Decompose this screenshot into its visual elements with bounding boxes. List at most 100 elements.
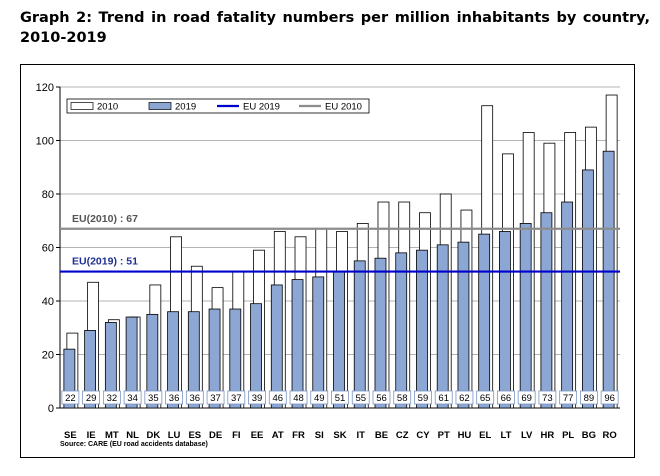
y-tick-label: 60 — [42, 243, 54, 255]
legend-label: 2010 — [97, 102, 118, 113]
value-label: 29 — [86, 393, 97, 404]
bar-2019 — [499, 231, 511, 409]
x-tick-label: SE — [64, 430, 77, 441]
x-tick-label: PL — [562, 430, 574, 441]
x-tick-label: HU — [458, 430, 472, 441]
value-label: 37 — [231, 393, 242, 404]
bars — [63, 94, 618, 409]
value-label: 34 — [127, 393, 138, 404]
value-label-box — [310, 390, 329, 405]
x-tick-label: HR — [541, 430, 555, 441]
x-tick-label: RO — [603, 430, 617, 441]
bar-2019 — [478, 233, 491, 409]
bar-2019 — [229, 308, 242, 409]
x-tick-label: EL — [479, 430, 491, 441]
value-label-box — [579, 390, 598, 405]
value-label: 39 — [252, 393, 263, 404]
value-label-box — [497, 390, 515, 405]
x-tick-label: AT — [272, 430, 284, 441]
value-label-box — [538, 390, 557, 405]
value-label: 36 — [190, 393, 201, 404]
value-label-box — [268, 390, 287, 405]
value-label-box — [351, 390, 370, 405]
value-label: 59 — [418, 393, 429, 404]
value-label: 46 — [272, 393, 283, 404]
x-tick-label: IT — [357, 430, 366, 441]
y-tick-label: 40 — [42, 296, 54, 308]
bar-2019 — [312, 276, 325, 409]
value-label-box — [227, 390, 246, 405]
reference-lines: EU(2019) : 51 EU(2010) : 67 — [60, 213, 620, 273]
value-label: 73 — [542, 393, 553, 404]
x-tick-label: BE — [375, 430, 388, 441]
value-label-box — [393, 390, 412, 405]
value-label: 58 — [397, 393, 408, 404]
y-tick-label: 0 — [48, 403, 54, 415]
y-tick-label: 120 — [36, 82, 54, 94]
reference-annotation: EU(2019) : 51 — [72, 256, 138, 268]
x-tick-label: SK — [333, 430, 346, 441]
x-tick-label: SI — [315, 430, 324, 441]
value-label-box — [185, 390, 204, 405]
x-tick-label: DK — [146, 430, 160, 441]
x-tick-label: LT — [500, 430, 511, 441]
value-label-box — [600, 390, 619, 405]
x-tick-label: BG — [582, 430, 596, 441]
value-label: 32 — [107, 393, 118, 404]
bar-2019 — [187, 311, 200, 409]
value-label: 61 — [438, 393, 449, 404]
bar-2019 — [581, 169, 594, 409]
x-tick-label: CY — [416, 430, 430, 441]
value-label: 55 — [355, 393, 366, 404]
bar-2019 — [84, 330, 97, 409]
legend-label: EU 2019 — [243, 102, 280, 113]
value-label: 48 — [293, 393, 304, 404]
bar-2019 — [291, 279, 304, 409]
x-tick-label: EE — [251, 430, 264, 441]
value-label-box — [455, 390, 474, 405]
bar-2019 — [104, 321, 117, 409]
legend-label: EU 2010 — [325, 102, 362, 113]
bar-chart: 0 20 40 60 80 100 120 SE IE MT NL DK LU ES DE FI EE AT FR S… — [36, 82, 620, 448]
legend-swatch — [70, 102, 94, 110]
value-label-box — [414, 390, 432, 405]
value-label-box — [165, 390, 183, 405]
value-labels: 22 29 32 34 35 36 36 37 37 39 46 48 49 51 55 56 58 59 61 62… — [61, 390, 619, 405]
bar-2019 — [63, 348, 76, 409]
bar-2019 — [208, 308, 221, 409]
bar-2019 — [270, 284, 283, 409]
y-tick-label: 100 — [36, 136, 54, 148]
value-label-box — [82, 390, 101, 405]
x-tick-label: DE — [209, 430, 222, 441]
bar-2019 — [602, 150, 615, 409]
y-tick-label: 20 — [42, 350, 54, 362]
bar-2019 — [374, 257, 387, 409]
x-tick-label: FI — [232, 430, 240, 441]
value-label-box — [248, 390, 266, 405]
legend: 2010 2019 EU 2019 EU 2010 — [66, 98, 370, 114]
value-label: 56 — [376, 393, 387, 404]
bar-2019 — [561, 201, 574, 409]
value-label: 89 — [584, 393, 595, 404]
value-label: 65 — [480, 393, 491, 404]
value-label-box — [61, 390, 80, 405]
bar-2019 — [416, 249, 428, 409]
x-tick-label: IE — [87, 430, 96, 441]
chart-frame: 0 20 40 60 80 100 120 SE IE MT NL DK LU ES DE FI EE AT FR S… — [20, 64, 635, 458]
x-tick-label: NL — [126, 430, 139, 441]
bar-2019 — [457, 241, 470, 409]
value-label: 62 — [459, 393, 470, 404]
x-tick-label: FR — [292, 430, 305, 441]
x-tick-label: CZ — [396, 430, 409, 441]
bar-2019 — [519, 223, 532, 409]
value-label: 22 — [65, 393, 76, 404]
value-label-box — [206, 390, 225, 405]
value-label: 77 — [563, 393, 574, 404]
bar-2019 — [395, 252, 408, 409]
x-tick-label: LU — [168, 430, 181, 441]
bar-2019 — [353, 260, 366, 409]
bar-2019 — [167, 311, 179, 409]
x-tick-label: ES — [188, 430, 201, 441]
value-label: 35 — [148, 393, 159, 404]
bar-2019 — [125, 316, 138, 409]
